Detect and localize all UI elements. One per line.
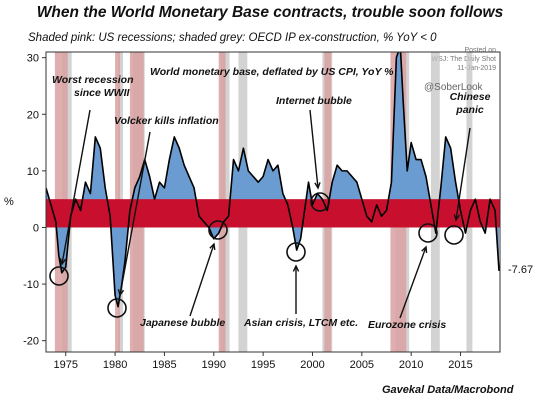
y-tick-label: 10: [27, 166, 39, 178]
annotation-arrow: [455, 127, 471, 221]
y-tick-label: 20: [27, 109, 39, 121]
annotation-arrowhead: [453, 214, 460, 222]
wsj-line-name: WSJ: The Daily Shot: [431, 56, 496, 63]
annotation-line: since WWII: [74, 87, 131, 99]
annotation-line: Japanese bubble: [140, 317, 225, 329]
y-tick-label: 30: [27, 53, 39, 65]
annotation-arrowhead: [59, 258, 67, 266]
annotation-arrow: [189, 243, 215, 317]
annotation-arrow: [61, 109, 91, 265]
x-tick-label: 2015: [448, 359, 472, 371]
zero-to-five-band: [46, 199, 500, 228]
series-line: [46, 52, 500, 308]
annotation-arrowhead: [292, 264, 300, 272]
x-tick-label: 2010: [399, 359, 423, 371]
annotation-circle: [208, 220, 228, 240]
annotation-line: Eurozone crisis: [368, 319, 446, 331]
x-tick-label: 2000: [300, 359, 324, 371]
series-name-label: World monetary base, deflated by US CPI,…: [150, 66, 394, 78]
annotation-circle: [286, 242, 306, 262]
annotation-arrow: [309, 109, 319, 189]
x-tick-label: 1995: [251, 359, 275, 371]
annotation-arrowhead: [209, 242, 216, 251]
annotation-circle: [107, 298, 127, 318]
wsj-line-posted: Posted on: [464, 47, 496, 54]
annotation-label: Worst recession since WWII: [52, 74, 134, 99]
annotation-circle: [310, 192, 330, 212]
annotation-label: Japanese bubble: [140, 317, 225, 329]
last-value-label: -7.67: [508, 264, 534, 276]
annotation-arrowhead: [314, 182, 321, 190]
x-tick-label: 1990: [202, 359, 226, 371]
chart-subtitle: Shaded pink: US recessions; shaded grey:…: [28, 32, 437, 44]
annotation-line: Worst recession: [52, 74, 134, 86]
annotation-arrowhead: [421, 245, 428, 254]
annotation-arrow: [119, 131, 151, 296]
wsj-watermark: Posted on WSJ: The Daily Shot 11-Jan-201…: [416, 46, 496, 73]
annotation-line: Internet bubble: [276, 95, 352, 107]
x-tick-label: 1980: [103, 359, 127, 371]
annotation-line: Chinese: [450, 91, 491, 103]
x-tick-label: 1975: [53, 359, 77, 371]
annotation-label: Chinese panic: [450, 91, 491, 116]
annotation-arrow: [399, 246, 427, 319]
y-tick-label: -10: [23, 279, 39, 291]
annotation-label: Eurozone crisis: [368, 319, 446, 331]
annotation-label: Internet bubble: [276, 95, 352, 107]
y-axis-label: %: [4, 196, 14, 208]
twitter-handle: @SoberLook: [424, 82, 483, 93]
annotation-circle: [444, 225, 464, 245]
y-tick-label: -20: [23, 336, 39, 348]
series-area-fill: [46, 52, 500, 307]
annotation-line: Volcker kills inflation: [114, 115, 219, 127]
annotation-circle: [49, 266, 69, 286]
annotation-circle: [418, 223, 438, 243]
annotation-label: Volcker kills inflation: [114, 115, 219, 127]
annotation-line: Asian crisis, LTCM etc.: [243, 317, 358, 329]
chart-title: When the World Monetary Base contracts, …: [36, 4, 504, 21]
plot-frame: [45, 51, 501, 353]
annotation-label: Asian crisis, LTCM etc.: [243, 317, 358, 329]
annotation-arrowhead: [117, 289, 125, 297]
y-tick-label: 0: [33, 222, 39, 234]
x-tick-label: 2005: [350, 359, 374, 371]
x-tick-label: 1985: [152, 359, 176, 371]
annotation-line: panic: [455, 104, 484, 116]
wsj-line-date: 11-Jan-2019: [457, 65, 496, 72]
source-label: Gavekal Data/Macrobond: [382, 384, 514, 396]
